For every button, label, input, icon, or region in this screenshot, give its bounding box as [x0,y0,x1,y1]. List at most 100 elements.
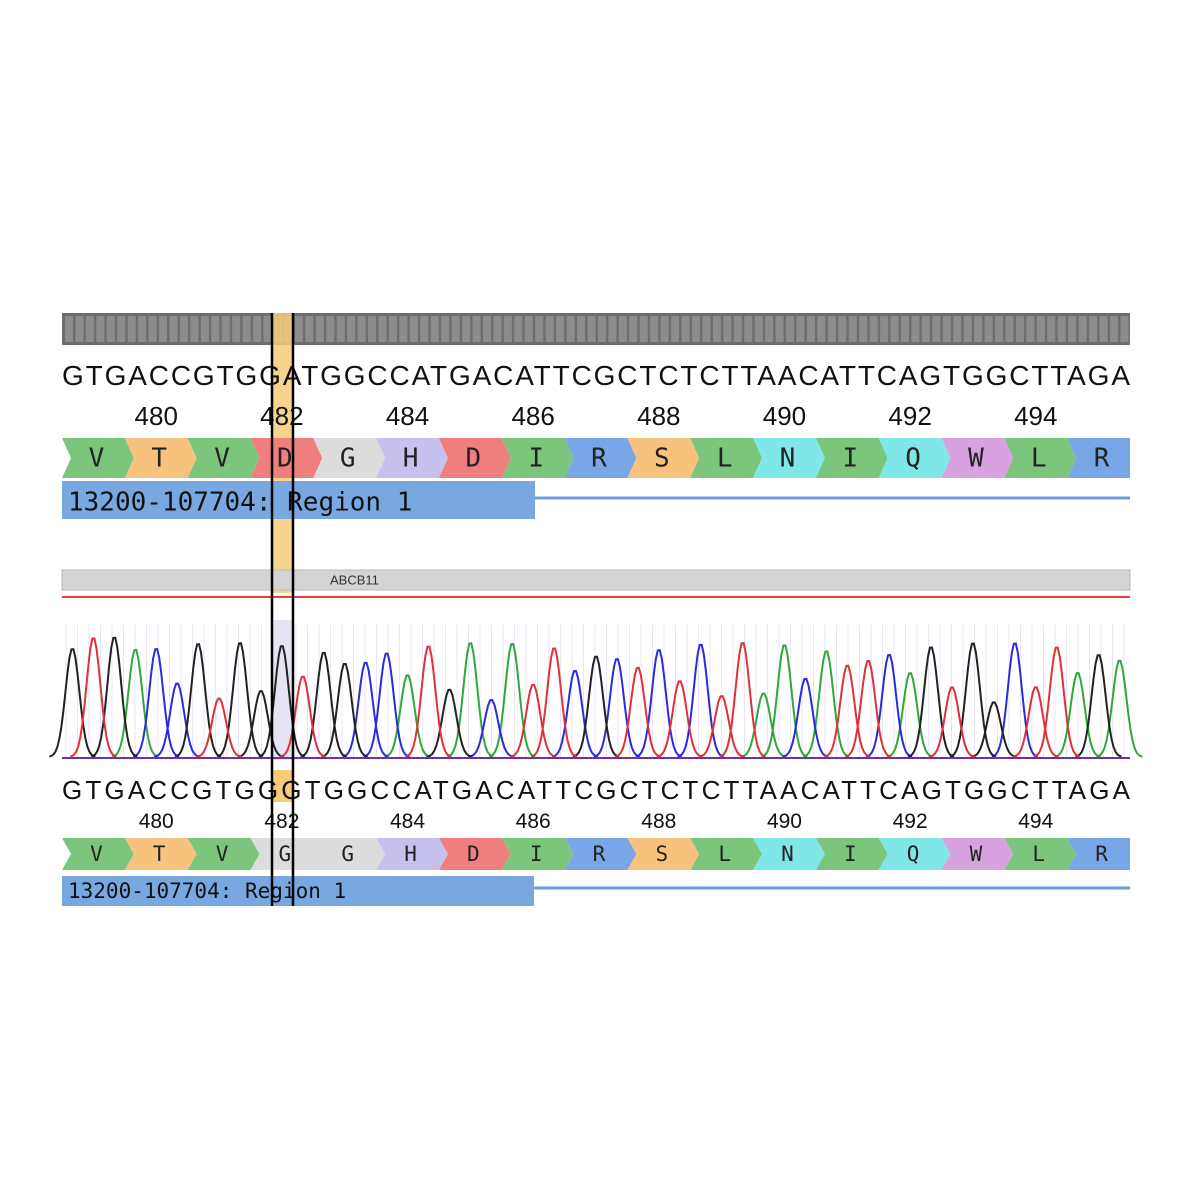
amino-acid [815,838,888,870]
ruler-cell [524,316,533,342]
ruler-cell [441,316,450,342]
ruler-cell [681,316,690,342]
position-label: 490 [767,810,802,833]
amino-acid [376,438,448,478]
amino-acid [501,838,574,870]
amino-acid-label: R [591,444,607,474]
ruler-cell [1015,316,1024,342]
ruler-cell [336,316,345,342]
amino-acid [187,438,260,478]
sample-sequence: GTGACCGTGGGTGGCCATGACATTCGCTCTCTTAACATTC… [62,775,1131,805]
ruler-cell [796,316,805,342]
ruler-cell [775,316,784,342]
ruler-cell [211,316,220,342]
amino-acid-label: W [970,842,983,866]
amino-acid [753,438,825,478]
ruler-cell [859,316,868,342]
ruler-cell [566,316,575,342]
amino-acid-label: S [654,444,670,474]
amino-acid [1004,438,1077,478]
amino-acid-label: R [593,842,606,866]
amino-acid [62,438,134,478]
amino-acid [187,838,260,870]
ruler-cell [242,316,251,342]
position-label: 484 [386,401,429,431]
ruler-cell [660,316,669,342]
amino-acid [941,838,1014,870]
highlight-base [273,770,292,802]
ruler-cell [409,316,418,342]
amino-acid-label: D [466,444,482,474]
amino-acid-label: G [279,842,292,866]
ruler-cell [1078,316,1087,342]
amino-acid-label: H [404,842,417,866]
amino-acid [313,838,386,870]
ruler-cell [483,316,491,342]
region-label: 13200-107704: Region 1 [68,879,346,903]
amino-acid [878,838,951,870]
ruler-cell [138,316,147,342]
amino-acid-label: S [655,842,668,866]
amino-acid-label: L [718,842,731,866]
amino-acid [376,838,448,870]
ruler-cell [702,316,711,342]
ruler-cell [765,316,774,342]
trace [70,637,1081,758]
ruler-cell [148,316,157,342]
ruler-cell [744,316,753,342]
reference-sequence: GTGACCGTGGATGGCCATGACATTCGCTCTCTTAACATTC… [62,360,1130,391]
ruler-cell [75,316,84,342]
region-label: 13200-107704: Region 1 [68,488,412,518]
ruler-cell [556,316,565,342]
ruler-cell [848,316,857,342]
amino-acid-label: G [341,842,354,866]
ruler-cell [462,316,471,342]
region-bar [62,876,534,906]
ruler-cell [1110,316,1118,342]
amino-acid-label: T [151,444,167,474]
amino-acid-label: V [89,444,105,474]
ruler-cell [1026,316,1035,342]
ruler-cell [294,316,303,342]
ruler-cell [838,316,847,342]
ruler-cell [692,316,700,342]
amino-acid [564,838,637,870]
amino-acid-label: V [90,842,103,866]
amino-acid [250,838,323,870]
position-label: 494 [1014,401,1057,431]
amino-acid-label: G [340,444,356,474]
amino-acid-label: W [968,444,984,474]
ruler-cell [880,316,889,342]
amino-acid-label: V [214,444,230,474]
ruler-cell [96,316,105,342]
trace [49,636,1122,758]
ruler-cell [117,316,126,342]
ruler-cell [253,316,262,342]
amino-acid [815,438,888,478]
amino-acid [690,438,763,478]
ruler-cell [901,316,909,342]
ruler-cell [378,316,387,342]
ruler-cell [190,316,199,342]
ruler-cell [650,316,659,342]
ruler-cell [493,316,502,342]
position-label: 480 [139,810,174,833]
ruler-cell [159,316,168,342]
ruler-cell [388,316,397,342]
ruler-cell [472,316,481,342]
position-label: 484 [390,810,425,833]
ruler-cell [629,316,638,342]
ruler-cell [963,316,972,342]
amino-acid [1067,838,1130,870]
amino-acid-label: Q [907,842,920,866]
amino-acid [62,838,134,870]
position-label: 492 [888,401,931,431]
amino-acid-label: N [781,842,794,866]
ruler-cell [597,316,606,342]
amino-acid [438,838,511,870]
ruler-cell [1036,316,1045,342]
amino-acid-label: L [1031,444,1047,474]
amino-acid-label: I [844,842,857,866]
ruler-cell [221,316,230,342]
amino-acid [627,838,700,870]
